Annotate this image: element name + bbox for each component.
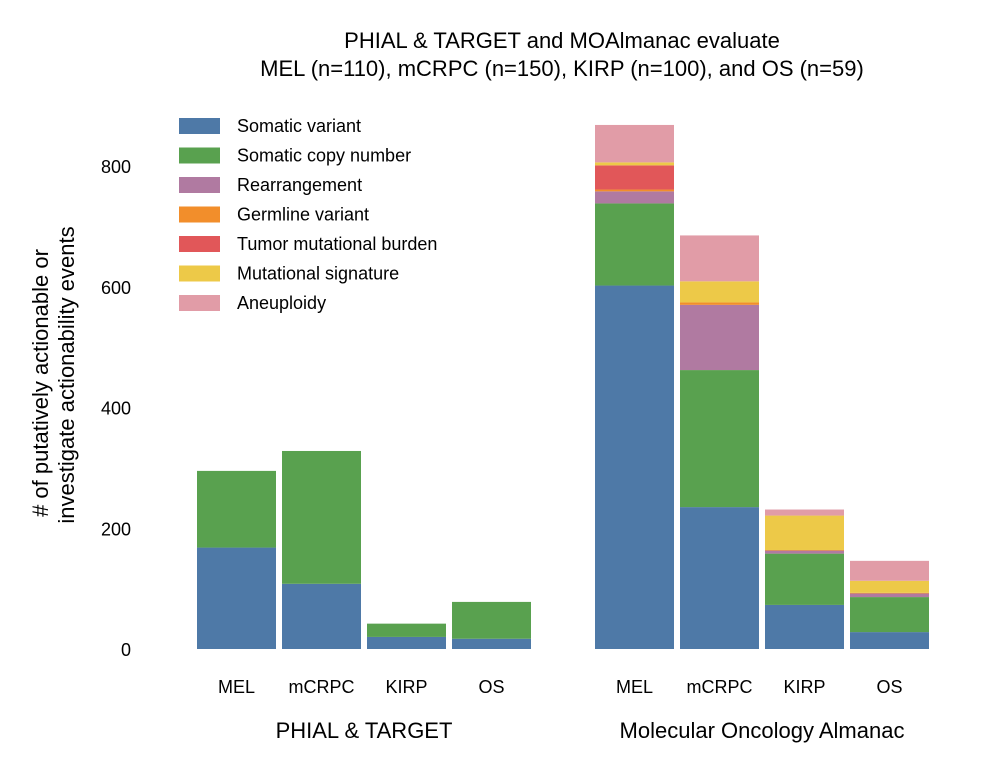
y-tick-label: 800 bbox=[101, 157, 131, 177]
bar-segment bbox=[850, 597, 929, 633]
bar-segment bbox=[452, 601, 531, 639]
bar-segment bbox=[680, 235, 759, 282]
x-tick-label: OS bbox=[478, 677, 504, 697]
x-tick-label: KIRP bbox=[783, 677, 825, 697]
y-tick-label: 0 bbox=[121, 640, 131, 660]
bar-segment bbox=[850, 580, 929, 593]
legend-label: Germline variant bbox=[237, 205, 369, 225]
y-tick-label: 400 bbox=[101, 399, 131, 419]
y-tick-label: 600 bbox=[101, 278, 131, 298]
bar-segment bbox=[765, 549, 844, 551]
y-axis-ticks: 0 200 400 600 800 bbox=[101, 157, 131, 660]
bar-segment bbox=[850, 593, 929, 598]
bar-segment bbox=[595, 165, 674, 190]
y-axis-label-line-2: investigate actionability events bbox=[54, 226, 79, 523]
x-tick-label: mCRPC bbox=[289, 677, 355, 697]
x-tick-label: MEL bbox=[616, 677, 653, 697]
x-tick-label: KIRP bbox=[385, 677, 427, 697]
x-tick-label: MEL bbox=[218, 677, 255, 697]
legend-swatch bbox=[179, 206, 220, 223]
group-label: PHIAL & TARGET bbox=[276, 718, 453, 743]
chart-title-line-1: PHIAL & TARGET and MOAlmanac evaluate bbox=[344, 28, 780, 53]
bar-segment bbox=[282, 583, 361, 649]
bar-segment bbox=[765, 515, 844, 550]
bar-segment bbox=[197, 547, 276, 649]
legend-swatch bbox=[179, 295, 220, 311]
legend: Somatic variant Somatic copy number Rearra… bbox=[179, 116, 437, 313]
x-axis-tick-labels: MEL mCRPC KIRP OS MEL mCRPC KIRP OS bbox=[218, 677, 903, 697]
bar-segment bbox=[452, 638, 531, 649]
bars bbox=[197, 124, 929, 649]
legend-swatch bbox=[179, 236, 220, 252]
bar-segment bbox=[765, 604, 844, 649]
bar-segment bbox=[765, 553, 844, 605]
bar-segment bbox=[595, 124, 674, 163]
legend-label: Somatic copy number bbox=[237, 146, 411, 166]
bar-segment bbox=[197, 470, 276, 548]
legend-label: Rearrangement bbox=[237, 175, 362, 195]
bar-segment bbox=[680, 281, 759, 303]
bar-segment bbox=[850, 592, 929, 594]
y-axis-label-line-1: # of putatively actionable or bbox=[28, 249, 53, 517]
bar-segment bbox=[850, 632, 929, 649]
legend-swatch bbox=[179, 147, 220, 164]
bar-segment bbox=[850, 560, 929, 581]
legend-label: Tumor mutational burden bbox=[237, 234, 437, 254]
bar-segment bbox=[282, 450, 361, 584]
y-tick-label: 200 bbox=[101, 519, 131, 539]
bar-segment bbox=[680, 507, 759, 649]
bar-segment bbox=[367, 623, 446, 637]
bar-segment bbox=[680, 370, 759, 508]
legend-swatch bbox=[179, 177, 220, 193]
legend-swatch bbox=[179, 265, 220, 282]
chart-title-line-2: MEL (n=110), mCRPC (n=150), KIRP (n=100)… bbox=[260, 56, 864, 81]
legend-label: Somatic variant bbox=[237, 116, 361, 136]
bar-segment bbox=[765, 509, 844, 516]
bar-segment bbox=[595, 189, 674, 192]
x-tick-label: OS bbox=[876, 677, 902, 697]
bar-segment bbox=[595, 162, 674, 166]
bar-segment bbox=[367, 636, 446, 649]
legend-label: Aneuploidy bbox=[237, 293, 326, 313]
y-axis-label: # of putatively actionable or investigat… bbox=[28, 226, 79, 523]
bar-segment bbox=[680, 304, 759, 371]
bar-segment bbox=[680, 302, 759, 305]
group-label: Molecular Oncology Almanac bbox=[620, 718, 905, 743]
legend-label: Mutational signature bbox=[237, 264, 399, 284]
bar-segment bbox=[595, 203, 674, 286]
group-labels: PHIAL & TARGET Molecular Oncology Almanac bbox=[276, 718, 905, 743]
legend-swatch bbox=[179, 118, 220, 134]
bar-segment bbox=[595, 191, 674, 204]
x-tick-label: mCRPC bbox=[687, 677, 753, 697]
bar-segment bbox=[595, 285, 674, 649]
bar-segment bbox=[765, 550, 844, 554]
